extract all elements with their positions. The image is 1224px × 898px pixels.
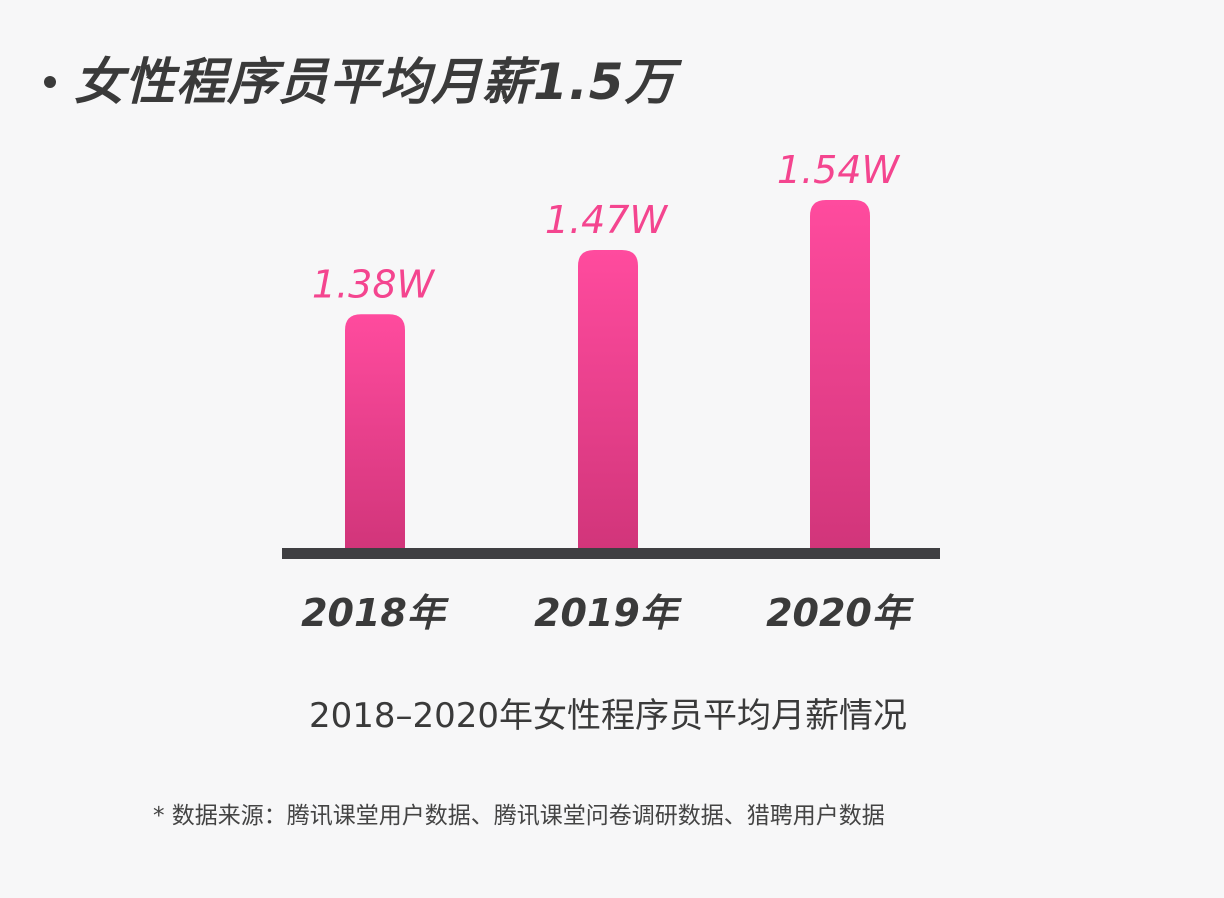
footnote: * 数据来源：腾讯课堂用户数据、腾讯课堂问卷调研数据、猎聘用户数据 xyxy=(153,803,885,829)
bar-2019年 xyxy=(578,250,638,550)
x-tick-label: 2019年 xyxy=(534,591,683,635)
x-axis-line xyxy=(282,548,940,559)
chart-title: 2018–2020年女性程序员平均月薪情况 xyxy=(0,688,1224,737)
data-label: 1.54W xyxy=(777,148,901,192)
x-tick-label: 2020年 xyxy=(766,591,915,635)
bullet-icon xyxy=(44,75,56,88)
data-label: 1.47W xyxy=(545,198,669,242)
chart-title-text: 2018–2020年女性程序员平均月薪情况 xyxy=(308,696,908,736)
data-label: 1.38W xyxy=(312,262,436,306)
title-text: 女性程序员平均月薪1.5万 xyxy=(74,53,676,111)
bar-2018年 xyxy=(345,314,405,550)
x-tick-label: 2018年 xyxy=(301,591,450,635)
page-title: 女性程序员平均月薪1.5万 xyxy=(44,42,676,114)
bar-2020年 xyxy=(810,200,870,550)
